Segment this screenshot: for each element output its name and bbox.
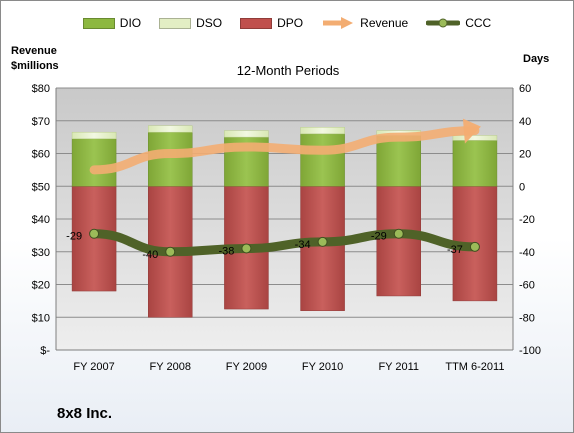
legend-label-dio: DIO xyxy=(119,16,142,30)
ccc-line xyxy=(89,229,480,257)
legend-label-revenue: Revenue xyxy=(360,16,409,30)
ccc-data-label: -40 xyxy=(142,249,158,261)
dso-bar xyxy=(452,135,498,141)
legend-label-ccc: CCC xyxy=(465,16,492,30)
chart-title: 12-Month Periods xyxy=(236,63,340,78)
right-tick-label: -80 xyxy=(519,312,535,324)
ccc-point xyxy=(165,246,176,257)
x-tick-label: FY 2008 xyxy=(150,361,191,373)
left-tick-label: $40 xyxy=(32,214,50,226)
left-axis-title-line2: $millions xyxy=(11,60,59,72)
dso-bar xyxy=(148,125,193,133)
company-name: 8x8 Inc. xyxy=(57,405,113,422)
dpo-bar xyxy=(300,186,345,311)
right-tick-label: 40 xyxy=(519,116,531,128)
ccc-point xyxy=(393,228,404,239)
legend-swatch-dso xyxy=(159,17,192,29)
x-tick-label: FY 2007 xyxy=(73,361,114,373)
left-tick-label: $50 xyxy=(32,181,50,193)
ccc-data-label: -29 xyxy=(371,231,387,243)
left-axis-title-line1: Revenue xyxy=(11,45,57,57)
left-tick-label: $30 xyxy=(32,247,50,259)
legend-label-dpo: DPO xyxy=(277,16,304,30)
dio-bar xyxy=(376,135,421,187)
dio-bar xyxy=(71,138,117,187)
x-tick-label: FY 2011 xyxy=(378,361,419,373)
right-tick-label: -20 xyxy=(519,214,535,226)
dso-bar xyxy=(71,131,117,140)
legend-item-dso: DSO xyxy=(159,16,222,30)
ccc-point xyxy=(469,241,480,252)
legend-swatch-dpo xyxy=(240,17,273,29)
right-tick-label: 60 xyxy=(519,83,531,95)
right-tick-label: -100 xyxy=(519,345,541,357)
left-tick-label: $10 xyxy=(32,312,50,324)
right-tick-label: -60 xyxy=(519,280,535,292)
right-tick-label: -40 xyxy=(519,247,535,259)
legend-item-dpo: DPO xyxy=(240,16,303,30)
x-tick-label: FY 2010 xyxy=(302,361,343,373)
ccc-data-label: -38 xyxy=(219,245,235,257)
dio-bar xyxy=(300,133,345,187)
left-tick-label: $20 xyxy=(32,280,50,292)
x-tick-label: TTM 6-2011 xyxy=(445,361,504,373)
ccc-data-label: -29 xyxy=(66,231,82,243)
right-tick-label: 0 xyxy=(519,181,525,193)
legend-swatch-dio xyxy=(82,17,115,29)
dio-bar xyxy=(148,131,193,187)
legend-item-dio: DIO xyxy=(82,16,142,30)
legend-swatch-revenue xyxy=(323,17,354,29)
dso-bar xyxy=(224,130,269,138)
dio-bar xyxy=(452,140,498,187)
ccc-point xyxy=(89,228,100,239)
left-tick-label: $80 xyxy=(32,83,50,95)
x-tick-label: FY 2009 xyxy=(226,361,267,373)
left-tick-label: $70 xyxy=(32,116,50,128)
revenue-arrowhead xyxy=(462,118,481,144)
ccc-point xyxy=(317,236,328,247)
dpo-bar xyxy=(376,186,421,297)
revenue-line xyxy=(89,126,480,175)
ccc-data-label: -34 xyxy=(295,239,311,251)
legend-item-revenue: Revenue xyxy=(321,16,408,30)
dso-bar xyxy=(300,127,345,135)
ccc-point xyxy=(241,243,252,254)
left-tick-label: $60 xyxy=(32,149,50,161)
left-axis-title: Revenue $millions xyxy=(11,44,59,74)
chart-legend: DIO DSO DPO Revenue CCC xyxy=(1,13,573,33)
legend-item-ccc: CCC xyxy=(426,16,491,30)
ccc-data-label: -37 xyxy=(447,244,463,256)
legend-label-dso: DSO xyxy=(196,16,223,30)
left-tick-label: $- xyxy=(40,345,50,357)
legend-swatch-ccc xyxy=(426,18,461,28)
right-axis-title: Days xyxy=(523,53,550,65)
right-tick-label: 20 xyxy=(519,149,531,161)
